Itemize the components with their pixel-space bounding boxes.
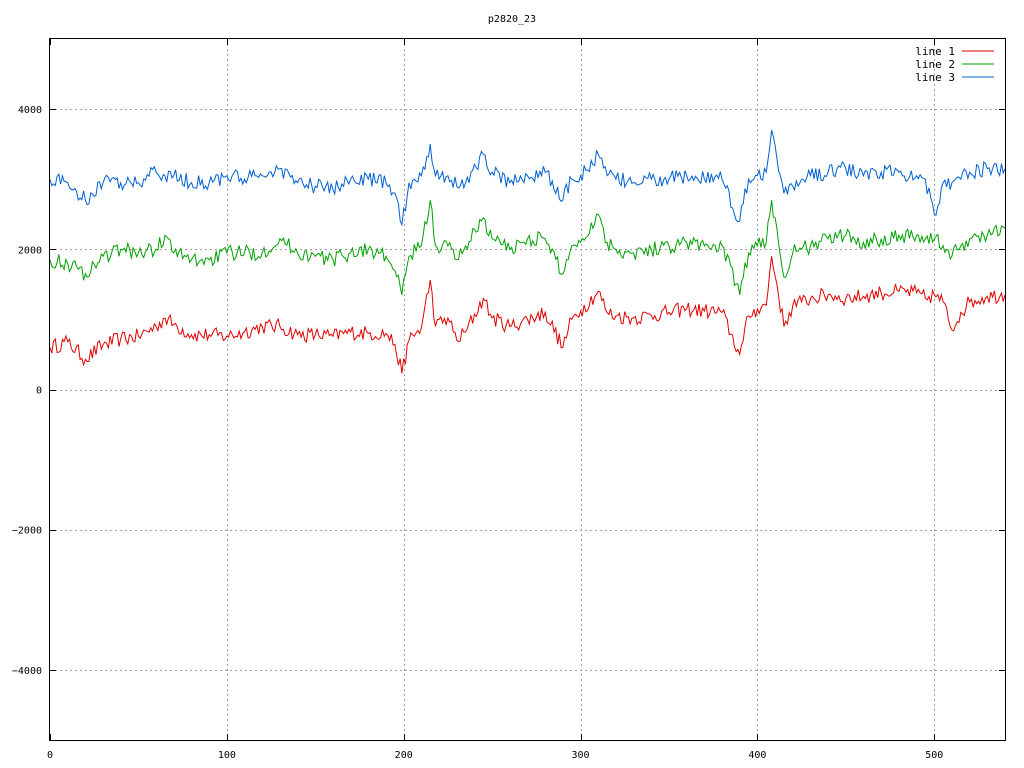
chart-title: p2820_23	[488, 14, 536, 25]
legend-label: line 2	[915, 58, 955, 71]
series-line-1	[49, 256, 1006, 374]
x-tick-label: 0	[47, 750, 53, 761]
y-tick-label: −4000	[12, 666, 42, 677]
y-tick-label: 2000	[18, 245, 42, 256]
y-tick-label: 0	[36, 386, 42, 397]
tick-labels: 0 100 200 300 400 500 −4000 −2000 0 2000 4000	[12, 39, 1005, 761]
series-line-3	[49, 129, 1006, 227]
y-tick-label: −2000	[12, 526, 42, 537]
y-tick-label: 4000	[18, 105, 42, 116]
legend-label: line 1	[915, 45, 955, 58]
x-tick-label: 300	[572, 750, 590, 761]
legend-label: line 3	[915, 71, 955, 84]
x-tick-label: 100	[218, 750, 236, 761]
series-group	[49, 129, 1006, 374]
x-tick-label: 500	[925, 750, 943, 761]
grid-lines	[50, 39, 1005, 740]
series-line-2	[49, 200, 1006, 296]
x-tick-label: 400	[748, 750, 766, 761]
plot-frame	[49, 38, 1006, 741]
x-tick-label: 200	[395, 750, 413, 761]
